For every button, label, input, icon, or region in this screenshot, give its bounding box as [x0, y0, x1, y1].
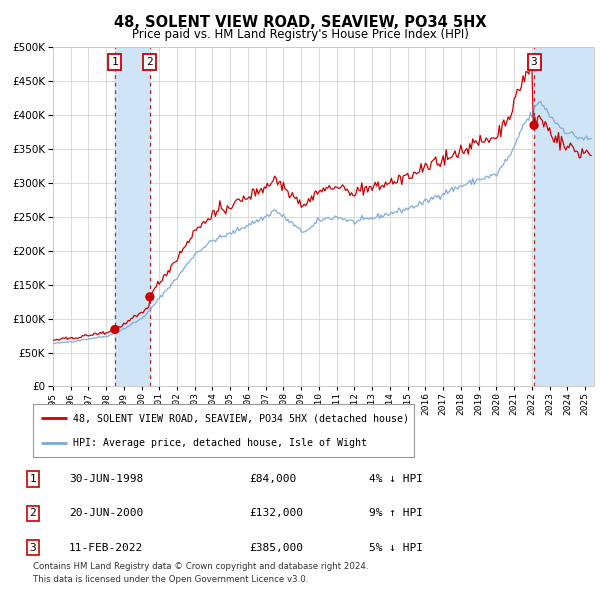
Text: £132,000: £132,000 — [249, 509, 303, 518]
Text: £385,000: £385,000 — [249, 543, 303, 552]
Text: 20-JUN-2000: 20-JUN-2000 — [69, 509, 143, 518]
Point — [529, 120, 539, 130]
Text: £84,000: £84,000 — [249, 474, 296, 484]
Text: 1: 1 — [29, 474, 37, 484]
Text: Contains HM Land Registry data © Crown copyright and database right 2024.: Contains HM Land Registry data © Crown c… — [33, 562, 368, 571]
Bar — [115, 47, 150, 386]
Text: HPI: Average price, detached house, Isle of Wight: HPI: Average price, detached house, Isle… — [73, 438, 367, 448]
Text: 9% ↑ HPI: 9% ↑ HPI — [369, 509, 423, 518]
Text: Price paid vs. HM Land Registry's House Price Index (HPI): Price paid vs. HM Land Registry's House … — [131, 28, 469, 41]
Text: 48, SOLENT VIEW ROAD, SEAVIEW, PO34 5HX (detached house): 48, SOLENT VIEW ROAD, SEAVIEW, PO34 5HX … — [73, 414, 409, 424]
Text: This data is licensed under the Open Government Licence v3.0.: This data is licensed under the Open Gov… — [33, 575, 308, 584]
Text: 5% ↓ HPI: 5% ↓ HPI — [369, 543, 423, 552]
Point — [145, 292, 155, 301]
Text: 4% ↓ HPI: 4% ↓ HPI — [369, 474, 423, 484]
Text: 48, SOLENT VIEW ROAD, SEAVIEW, PO34 5HX: 48, SOLENT VIEW ROAD, SEAVIEW, PO34 5HX — [113, 15, 487, 30]
Text: 30-JUN-1998: 30-JUN-1998 — [69, 474, 143, 484]
Point — [110, 324, 120, 334]
Text: 3: 3 — [29, 543, 37, 552]
Text: 2: 2 — [146, 57, 153, 67]
Text: 3: 3 — [530, 57, 538, 67]
Text: 2: 2 — [29, 509, 37, 518]
Text: 1: 1 — [112, 57, 118, 67]
Text: 11-FEB-2022: 11-FEB-2022 — [69, 543, 143, 552]
Bar — [534, 47, 594, 386]
